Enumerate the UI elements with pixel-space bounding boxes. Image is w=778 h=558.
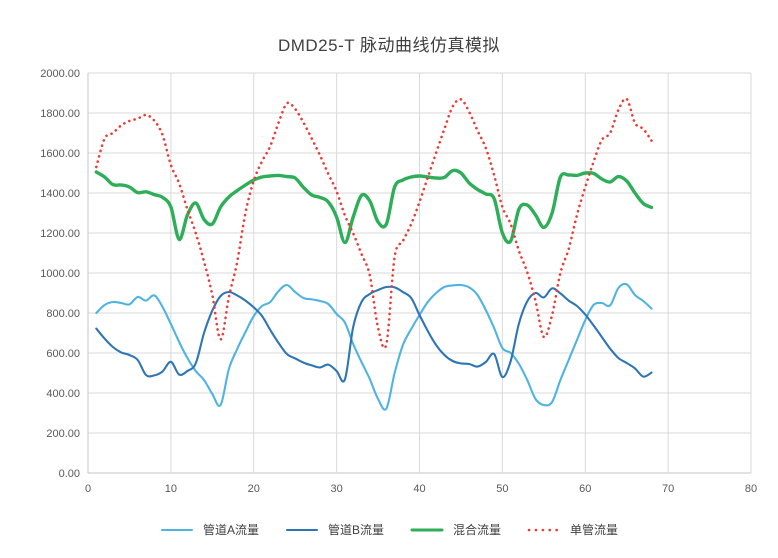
x-axis-tick-label: 50 <box>496 483 508 495</box>
y-axis-tick-labels: 0.00 200.00 400.00 600.00 800.00 1000.00 1200.… <box>40 68 80 480</box>
y-axis-tick-label: 200.00 <box>46 428 80 440</box>
legend-label-2: 混合流量 <box>453 523 502 537</box>
legend-swatch-1 <box>285 528 319 531</box>
x-axis-tick-label: 40 <box>413 483 425 495</box>
legend-item-1: 管道B流量 <box>285 521 384 538</box>
legend-label-3: 单管流量 <box>570 523 619 537</box>
y-axis-tick-label: 1200.00 <box>40 228 80 240</box>
y-axis-tick-label: 600.00 <box>46 348 80 360</box>
y-axis-tick-label: 1000.00 <box>40 268 80 280</box>
legend-label-1: 管道B流量 <box>327 523 384 537</box>
x-axis-tick-label: 0 <box>85 483 91 495</box>
legend: 管道A流量 管道B流量 混合流量 单管流量 <box>0 521 778 538</box>
grid-lines <box>87 72 752 474</box>
y-axis-tick-label: 400.00 <box>46 388 80 400</box>
series-line-3 <box>95 97 653 350</box>
x-axis-tick-label: 80 <box>745 483 757 495</box>
y-axis-tick-label: 1400.00 <box>40 188 80 200</box>
x-axis-tick-label: 10 <box>165 483 177 495</box>
legend-label-0: 管道A流量 <box>202 523 259 537</box>
chart-title: DMD25-T 脉动曲线仿真模拟 <box>277 36 501 55</box>
x-axis-tick-label: 70 <box>662 483 674 495</box>
y-axis-tick-label: 2000.00 <box>40 68 80 80</box>
x-axis-tick-label: 20 <box>248 483 260 495</box>
legend-item-0: 管道A流量 <box>160 521 259 538</box>
series-line-1 <box>95 285 653 383</box>
legend-swatch-0 <box>160 528 194 531</box>
series-line-0 <box>95 282 653 411</box>
legend-swatch-3 <box>527 528 561 531</box>
x-axis-tick-label: 60 <box>579 483 591 495</box>
legend-item-3: 单管流量 <box>527 521 618 538</box>
y-axis-tick-label: 800.00 <box>46 308 80 320</box>
legend-swatch-2 <box>410 528 444 531</box>
y-axis-tick-label: 0.00 <box>59 468 80 480</box>
y-axis-tick-label: 1800.00 <box>40 108 80 120</box>
x-axis-tick-labels: 0 10 20 30 40 50 60 70 80 <box>85 483 757 495</box>
y-axis-tick-label: 1600.00 <box>40 148 80 160</box>
x-axis-tick-label: 30 <box>331 483 343 495</box>
series-line-2 <box>94 168 654 245</box>
legend-item-2: 混合流量 <box>410 521 501 538</box>
